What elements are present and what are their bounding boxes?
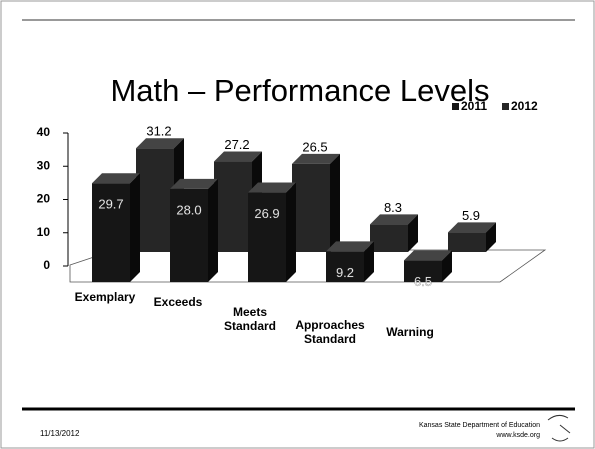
bar — [214, 161, 252, 252]
legend-label: 2012 — [511, 99, 538, 113]
footer-url: www.ksde.org — [495, 432, 540, 439]
data-label: 29.7 — [98, 197, 123, 212]
bar-top — [92, 173, 140, 184]
bar-top — [136, 138, 184, 149]
footer-date: 11/13/2012 — [40, 429, 80, 438]
bar — [248, 192, 286, 282]
data-label: 8.3 — [384, 200, 402, 215]
data-label: 9.2 — [336, 265, 354, 280]
bar-side — [286, 182, 296, 282]
x-tick-label: Warning — [386, 325, 434, 339]
bar — [448, 232, 486, 252]
bar — [92, 183, 130, 282]
data-label: 28.0 — [176, 202, 201, 217]
y-tick-label: 40 — [37, 125, 51, 139]
bar-side — [486, 222, 496, 252]
bar-top — [448, 222, 496, 233]
floor — [69, 249, 547, 283]
bar-side — [408, 214, 418, 252]
data-label: 26.5 — [302, 139, 327, 154]
bar — [370, 224, 408, 252]
data-label: 31.2 — [146, 124, 171, 139]
bar-top — [214, 151, 262, 162]
bar — [136, 148, 174, 252]
bar-side — [208, 178, 218, 282]
logo — [547, 414, 571, 442]
x-tick-label: Meets Standard — [223, 305, 276, 333]
legend-swatch — [502, 103, 509, 110]
y-tick-label: 10 — [37, 225, 51, 239]
footer-org: Kansas State Department of Education — [419, 422, 540, 429]
bar-top — [170, 178, 218, 189]
data-label: 27.2 — [224, 137, 249, 152]
data-label: 5.9 — [462, 208, 480, 223]
x-tick-label: Exemplary — [74, 290, 136, 304]
chart-title: Math – Performance Levels — [110, 73, 489, 108]
bar — [326, 251, 364, 282]
bar-top — [326, 241, 374, 252]
bar-top — [248, 182, 296, 193]
y-tick-label: 30 — [37, 158, 51, 172]
data-label: 6.5 — [414, 274, 432, 289]
bar — [170, 188, 208, 282]
y-tick-label: 0 — [43, 258, 50, 272]
bar-top — [292, 153, 340, 164]
legend-swatch — [452, 103, 459, 110]
x-tick-label: Exceeds — [153, 295, 203, 309]
bar — [404, 260, 442, 282]
legend-label: 2011 — [461, 99, 487, 113]
bar-top — [404, 250, 452, 261]
data-label: 26.9 — [254, 206, 279, 221]
bar-top — [370, 214, 418, 225]
y-tick-label: 20 — [37, 192, 51, 206]
bar-side — [442, 250, 452, 282]
bar-side — [130, 173, 140, 282]
bar — [292, 163, 330, 252]
x-tick-label: Approaches Standard — [295, 318, 365, 346]
bar-side — [364, 241, 374, 282]
bar-side — [330, 153, 340, 252]
